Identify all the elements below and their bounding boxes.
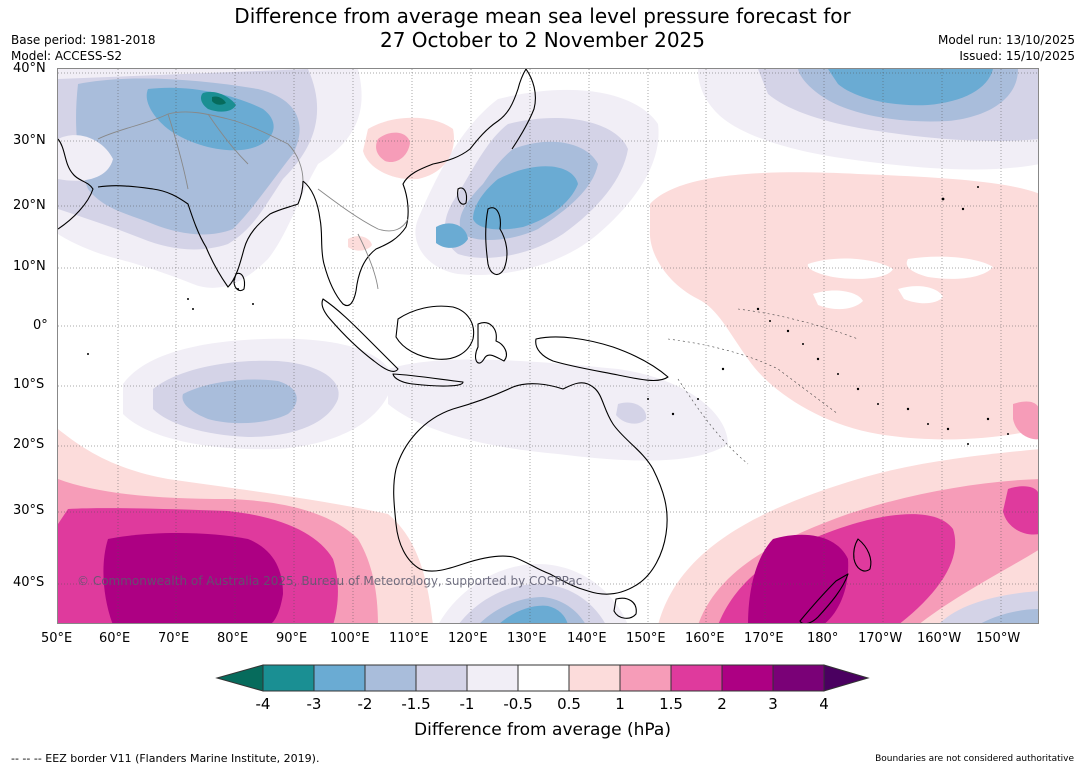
colorbar bbox=[215, 664, 870, 692]
sumatra bbox=[321, 298, 399, 372]
colorbar-title: Difference from average (hPa) bbox=[414, 720, 671, 740]
australia-coast bbox=[393, 382, 668, 595]
title-line-1: Difference from average mean sea level p… bbox=[234, 4, 851, 28]
colorbar-label: -4 bbox=[255, 695, 271, 713]
pacific-islands bbox=[87, 186, 1009, 445]
colorbar-segment bbox=[313, 664, 366, 692]
tasmania bbox=[613, 597, 637, 619]
colorbar-label: 1 bbox=[615, 695, 625, 713]
colorbar-segment bbox=[772, 664, 825, 692]
lon-label: 120°E bbox=[448, 631, 488, 646]
lon-label: 110°E bbox=[389, 631, 429, 646]
lat-label: 10°N bbox=[13, 259, 46, 274]
colorbar-segment bbox=[721, 664, 774, 692]
lon-label: 150°E bbox=[626, 631, 666, 646]
borneo bbox=[395, 305, 475, 360]
anomaly-map: Below average pressure over South and Ce… bbox=[57, 68, 1039, 624]
north-pacific-low: Below average pressure in the North Paci… bbox=[698, 69, 1038, 170]
lon-label: 70°E bbox=[158, 631, 190, 646]
lat-label: 40°N bbox=[13, 61, 46, 76]
lon-label: 170°E bbox=[744, 631, 784, 646]
model-info: Base period: 1981-2018 Model: ACCESS-S2 bbox=[11, 32, 156, 64]
lon-label: 130°E bbox=[507, 631, 547, 646]
lat-label: 0° bbox=[33, 318, 48, 333]
new-zealand-north bbox=[853, 538, 872, 572]
lon-label: 90°E bbox=[276, 631, 308, 646]
issued-date: Issued: 15/10/2025 bbox=[959, 49, 1075, 63]
new-guinea bbox=[535, 336, 669, 382]
lat-label: 20°N bbox=[13, 198, 46, 213]
burma-coast bbox=[302, 180, 357, 307]
colorbar-segment bbox=[568, 664, 621, 692]
south-pacific-high: Above average pressure across the Pacifi… bbox=[348, 117, 1038, 440]
colorbar-segment bbox=[364, 664, 417, 692]
indian-ocean-low: Below average pressure in the central In… bbox=[123, 338, 728, 461]
sulawesi bbox=[475, 322, 507, 364]
colorbar-segment bbox=[619, 664, 672, 692]
coastlines bbox=[58, 69, 872, 623]
colorbar-label: 0.5 bbox=[557, 695, 581, 713]
chart-title: Difference from average mean sea level p… bbox=[0, 4, 1085, 52]
map-canvas: Below average pressure over South and Ce… bbox=[58, 69, 1038, 623]
new-zealand-south bbox=[799, 573, 849, 623]
lat-label: 20°S bbox=[13, 437, 45, 452]
indochina-coast bbox=[355, 69, 527, 292]
model-run: Model run: 13/10/2025 bbox=[937, 33, 1075, 47]
colorbar-segment bbox=[670, 664, 723, 692]
java bbox=[392, 373, 464, 387]
lon-label: 160°E bbox=[685, 631, 725, 646]
lon-label: 180° bbox=[807, 631, 839, 646]
arabia-coast bbox=[58, 138, 94, 230]
central-asia-low: Below average pressure over South and Ce… bbox=[58, 69, 362, 288]
colorbar-segment bbox=[262, 664, 315, 692]
title-line-2: 27 October to 2 November 2025 bbox=[379, 28, 706, 52]
philippines bbox=[485, 207, 508, 275]
lon-label: 170°W bbox=[858, 631, 903, 646]
lon-label: 100°E bbox=[330, 631, 370, 646]
copyright-notice: © Commonwealth of Australia 2025, Bureau… bbox=[77, 574, 583, 588]
taiwan bbox=[457, 187, 468, 205]
colorbar-label: -1 bbox=[459, 695, 475, 713]
model-name: Model: ACCESS-S2 bbox=[11, 49, 123, 63]
colorbar-segment bbox=[466, 664, 519, 692]
boundary-disclaimer: Boundaries are not considered authoritat… bbox=[875, 754, 1074, 764]
japan bbox=[511, 69, 536, 150]
colorbar-label: 4 bbox=[819, 695, 829, 713]
eez-legend: -- -- -- EEZ border V11 (Flanders Marine… bbox=[11, 752, 320, 765]
lat-label: 10°S bbox=[13, 377, 45, 392]
run-info: Model run: 13/10/2025 Issued: 15/10/2025 bbox=[938, 32, 1075, 64]
colorbar-extend-low bbox=[215, 664, 264, 692]
lat-label: 40°S bbox=[13, 575, 45, 590]
colorbar-label: 2 bbox=[717, 695, 727, 713]
eez-borders bbox=[667, 308, 859, 465]
tasman-high: Above average pressure over New Zealand … bbox=[658, 449, 1038, 623]
colorbar-label: -2 bbox=[357, 695, 373, 713]
colorbar-label: 1.5 bbox=[659, 695, 683, 713]
colorbar-segment bbox=[517, 664, 570, 692]
colorbar-label: -0.5 bbox=[503, 695, 533, 713]
colorbar-segment bbox=[415, 664, 468, 692]
south-australia-low bbox=[439, 564, 628, 623]
india-coast bbox=[97, 180, 304, 288]
colorbar-label: -3 bbox=[306, 695, 322, 713]
sri-lanka bbox=[233, 272, 246, 292]
lon-label: 160°W bbox=[917, 631, 962, 646]
philippines-low: Below average pressure east of the Phili… bbox=[415, 89, 659, 275]
lat-label: 30°N bbox=[13, 133, 46, 148]
southern-indian-high: Above average pressure in the southern I… bbox=[58, 429, 433, 623]
base-period: Base period: 1981-2018 bbox=[11, 33, 156, 47]
lon-label: 140°E bbox=[567, 631, 607, 646]
colorbar-label: 3 bbox=[768, 695, 778, 713]
lon-label: 150°W bbox=[976, 631, 1021, 646]
colorbar-label: -1.5 bbox=[401, 695, 431, 713]
lon-label: 80°E bbox=[217, 631, 249, 646]
lat-label: 30°S bbox=[13, 503, 45, 518]
lon-label: 50°E bbox=[41, 631, 73, 646]
country-borders bbox=[97, 111, 409, 290]
lon-label: 60°E bbox=[99, 631, 131, 646]
colorbar-extend-high bbox=[823, 664, 870, 692]
